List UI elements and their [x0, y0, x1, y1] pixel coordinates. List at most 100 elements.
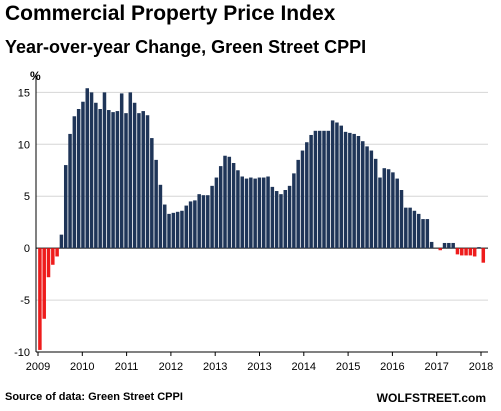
bar: [201, 195, 206, 249]
bar: [51, 248, 55, 265]
x-tick-label: 2013: [247, 361, 271, 373]
bar: [180, 210, 184, 249]
y-tick-label: -5: [20, 295, 30, 307]
bar: [249, 177, 253, 249]
bar: [119, 93, 124, 249]
bar: [76, 109, 81, 249]
bar: [42, 248, 46, 319]
x-tick-label: 2017: [424, 361, 448, 373]
bar: [296, 159, 300, 249]
bar: [326, 130, 331, 249]
bar: [223, 155, 227, 249]
bar: [369, 150, 374, 249]
bar: [262, 177, 266, 249]
bar: [447, 242, 451, 249]
bar: [330, 120, 335, 249]
bar: [115, 111, 120, 249]
bar: [38, 248, 42, 350]
bar: [188, 201, 193, 249]
bar: [274, 191, 279, 249]
y-tick-label: -10: [14, 347, 30, 359]
bar: [175, 211, 180, 249]
brand-logo: WOLFSTREET.com: [376, 391, 486, 405]
bar: [137, 113, 141, 249]
x-tick-label: 2015: [336, 361, 360, 373]
bar: [214, 177, 219, 249]
bar: [94, 102, 98, 249]
bar: [266, 176, 270, 249]
bar: [438, 248, 442, 251]
bar: [472, 248, 477, 257]
bar: [193, 200, 197, 249]
bar: [317, 130, 322, 249]
bar: [391, 172, 395, 249]
x-tick-label: 2018: [469, 361, 493, 373]
bar: [240, 176, 244, 249]
bar: [460, 248, 464, 256]
bar-series: [38, 88, 486, 350]
bar: [322, 130, 326, 249]
bar: [244, 178, 249, 249]
bar: [343, 131, 348, 249]
bar: [128, 92, 133, 249]
bar: [231, 163, 236, 249]
bar: [378, 177, 382, 249]
bar: [356, 136, 361, 249]
x-tick-label: 2009: [26, 361, 50, 373]
bar: [124, 113, 128, 249]
bar: [468, 248, 473, 256]
bar: [429, 241, 434, 249]
bar: [89, 92, 94, 249]
bar: [408, 207, 412, 249]
bar: [81, 101, 85, 249]
bar: [339, 125, 343, 249]
bar: [68, 133, 72, 249]
bar: [63, 165, 68, 249]
bar: [206, 195, 210, 249]
y-tick-label: 10: [18, 139, 30, 151]
bar: [309, 134, 313, 249]
bar: [300, 150, 305, 249]
source-note: Source of data: Green Street CPPI: [5, 391, 183, 403]
bar: [218, 166, 223, 249]
bar: [335, 122, 339, 249]
bar: [365, 146, 369, 249]
bar: [197, 194, 201, 249]
x-tick-label: 2011: [115, 361, 139, 373]
bar: [464, 248, 468, 256]
bar: [72, 116, 77, 249]
bar: [150, 138, 154, 249]
bar: [477, 247, 481, 249]
bar: [292, 173, 296, 249]
bar: [154, 159, 158, 249]
bar: [145, 115, 150, 249]
bar: [236, 170, 240, 249]
bar: [270, 186, 275, 249]
bar: [162, 204, 167, 249]
bar: [442, 242, 447, 249]
bar: [46, 248, 51, 278]
bar: [210, 185, 214, 249]
bar: [395, 178, 399, 249]
y-tick-label: 0: [24, 243, 30, 255]
bar: [399, 190, 404, 249]
x-tick-label: 2016: [380, 361, 404, 373]
bar: [55, 248, 59, 257]
bar: [412, 210, 417, 249]
y-tick-label: 5: [24, 191, 30, 203]
x-tick-label: 2010: [70, 361, 94, 373]
bar: [455, 248, 460, 255]
bar: [141, 111, 145, 249]
bar: [132, 102, 137, 249]
bar: [382, 168, 387, 249]
bar: [171, 212, 176, 249]
bar: [386, 169, 391, 249]
bar: [279, 194, 283, 249]
bar: [102, 92, 107, 249]
chart-title: Commercial Property Price Index: [5, 2, 336, 25]
x-tick-label: 2014: [292, 361, 316, 373]
bar: [313, 130, 318, 249]
bar: [416, 213, 421, 249]
bar: [425, 219, 430, 249]
